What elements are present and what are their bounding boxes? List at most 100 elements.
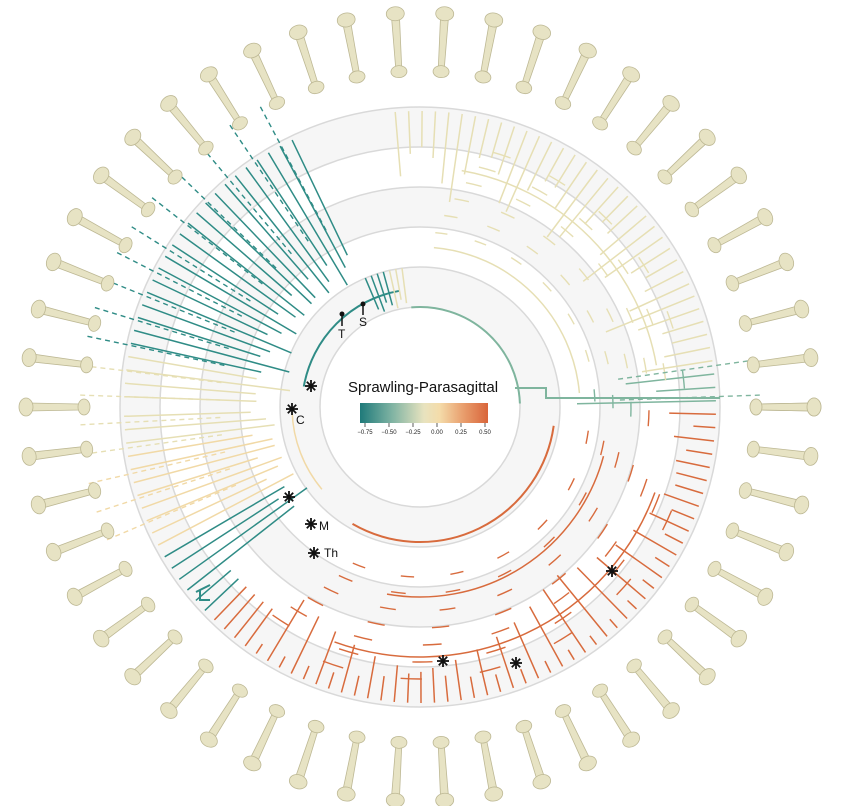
tip-branch xyxy=(178,487,308,580)
humerus-bone-icon xyxy=(66,208,133,254)
tip-branch xyxy=(245,167,330,283)
color-legend: Sprawling-Parasagittal −0.75 −0.50 −0.25 0.… xyxy=(348,379,498,436)
tip-branch xyxy=(407,111,412,154)
clade-arc xyxy=(500,211,515,219)
bone-ring xyxy=(18,6,822,806)
tip-branch xyxy=(495,636,515,689)
clade-arc xyxy=(567,478,575,491)
clade-arc xyxy=(478,166,496,173)
tip-branch xyxy=(497,126,516,175)
clade-arc xyxy=(494,607,512,616)
clade-arc xyxy=(531,186,548,196)
tip-branch xyxy=(544,147,565,182)
backbone-arc xyxy=(461,169,658,366)
tip-branch xyxy=(641,359,713,373)
clade-arc xyxy=(445,588,461,593)
tip-branch xyxy=(629,283,690,312)
humerus-bone-icon xyxy=(626,95,680,156)
tip-branch xyxy=(196,212,293,297)
humerus-bone-icon xyxy=(199,66,248,131)
tip-branch xyxy=(205,202,313,305)
clade-arc xyxy=(646,308,654,326)
clade-arc xyxy=(627,464,634,482)
humerus-bone-icon xyxy=(30,482,102,515)
clade-arc xyxy=(497,588,513,597)
clade-arc xyxy=(662,363,667,381)
clade-arc xyxy=(486,646,506,654)
humerus-bone-icon xyxy=(160,658,214,719)
tip-branch xyxy=(675,459,710,469)
tip-branch xyxy=(233,601,264,639)
tip-branch xyxy=(244,608,273,647)
tip-branch xyxy=(519,668,527,684)
clade-arc xyxy=(474,240,487,246)
clade-arc xyxy=(604,541,617,557)
tip-branch xyxy=(290,616,320,674)
tip-branch xyxy=(126,424,275,444)
legend-tick-label: 0.00 xyxy=(431,430,443,436)
tip-branch xyxy=(664,346,711,358)
clade-arc xyxy=(307,596,324,607)
clade-arc xyxy=(352,562,366,569)
legend-tick-label: −0.75 xyxy=(357,430,373,436)
tip-branch xyxy=(146,291,292,354)
tip-branch xyxy=(376,273,388,303)
tip-branch xyxy=(266,599,305,662)
clade-arc xyxy=(450,570,464,575)
legend-tick-label: 0.50 xyxy=(479,430,491,436)
humerus-bone-icon xyxy=(66,560,133,606)
clade-arc xyxy=(487,225,500,232)
tip-branch xyxy=(584,186,619,225)
tip-branch xyxy=(204,578,239,611)
humerus-bone-icon xyxy=(746,440,819,466)
clade-arc xyxy=(510,257,522,265)
tip-branch xyxy=(157,473,294,546)
node-label-c: C xyxy=(296,413,305,427)
clade-arc xyxy=(588,507,599,522)
humerus-bone-icon xyxy=(160,95,214,156)
tip-branch xyxy=(213,586,247,621)
tip-branch xyxy=(130,342,262,373)
clade-arc xyxy=(586,310,595,323)
clade-arc xyxy=(439,607,456,611)
tip-branch xyxy=(633,529,677,556)
node-label-th: Th xyxy=(324,546,338,560)
clade-arc xyxy=(272,614,290,627)
clade-arc xyxy=(584,349,590,362)
clade-arc xyxy=(560,225,574,238)
tip-branch xyxy=(256,159,328,267)
tip-branch xyxy=(127,434,253,458)
humerus-bone-icon xyxy=(515,24,552,95)
clade-arc xyxy=(597,263,609,277)
backbone-arc xyxy=(411,306,521,404)
legend-gradient-bar xyxy=(360,403,488,423)
backbone-arc xyxy=(302,289,400,387)
clade-arc xyxy=(578,268,590,281)
tip-branch xyxy=(364,277,380,310)
backbone-arc xyxy=(433,246,581,394)
asterisk-icon xyxy=(606,565,618,577)
clade-arc xyxy=(435,232,448,235)
clade-arc xyxy=(353,635,373,641)
tip-branch xyxy=(454,659,462,701)
clade-arc xyxy=(548,554,562,566)
clade-arc xyxy=(560,274,571,286)
tip-branch xyxy=(366,656,376,699)
humerus-bone-icon xyxy=(684,596,747,648)
legend-tick-label: −0.50 xyxy=(381,430,397,436)
tip-branch xyxy=(615,544,663,579)
tip-branch xyxy=(671,509,695,520)
tip-branch xyxy=(137,457,259,497)
asterisk-icon xyxy=(510,657,522,669)
tip-branch xyxy=(589,635,598,646)
tip-branch xyxy=(327,672,335,689)
clade-arc xyxy=(643,357,648,374)
tip-branch xyxy=(124,382,256,395)
pin-icon xyxy=(360,301,366,307)
tip-branch xyxy=(141,304,271,353)
tip-branch xyxy=(137,316,261,358)
tip-branch xyxy=(444,675,449,702)
tip-branch xyxy=(171,244,279,315)
humerus-bone-icon xyxy=(243,704,286,772)
